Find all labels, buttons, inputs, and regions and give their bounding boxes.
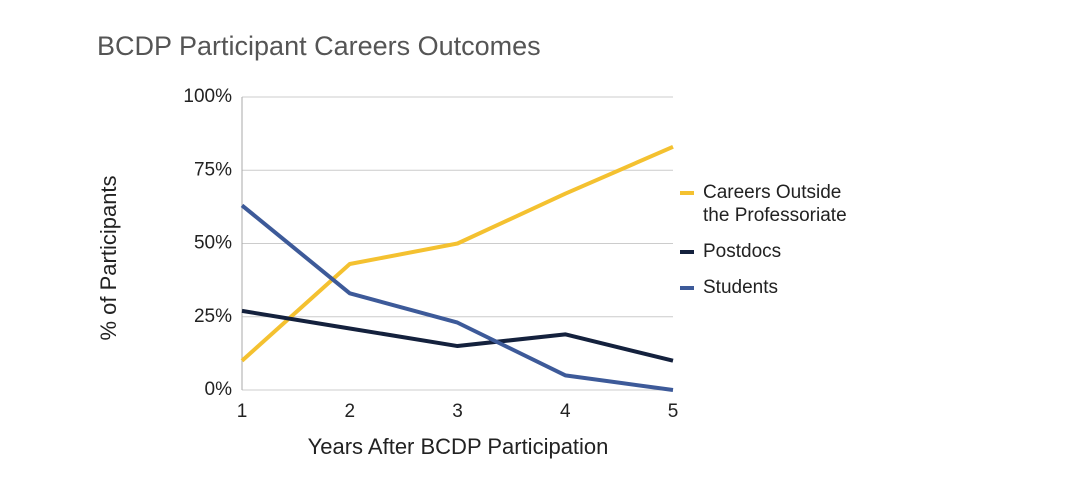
y-axis-title: % of Participants — [96, 175, 121, 340]
x-tick-label: 1 — [237, 401, 248, 422]
x-tick-label: 3 — [452, 401, 463, 422]
legend-label: Students — [703, 277, 778, 298]
y-tick-label: 100% — [183, 86, 232, 107]
legend-label: Careers Outside the Professoriate — [703, 182, 847, 226]
x-tick-label: 5 — [668, 401, 679, 422]
series-line — [241, 308, 674, 363]
chart-title: BCDP Participant Careers Outcomes — [97, 31, 541, 61]
y-tick-label: 25% — [194, 306, 232, 327]
y-tick-label: 50% — [194, 233, 232, 254]
legend-label: Postdocs — [703, 241, 781, 262]
x-axis-title: Years After BCDP Participation — [308, 434, 609, 459]
y-tick-label: 75% — [194, 159, 232, 180]
x-tick-label: 2 — [344, 401, 355, 422]
x-tick-label: 4 — [560, 401, 571, 422]
series-line — [240, 144, 674, 363]
y-tick-label: 0% — [205, 379, 233, 400]
series-line — [240, 203, 674, 392]
